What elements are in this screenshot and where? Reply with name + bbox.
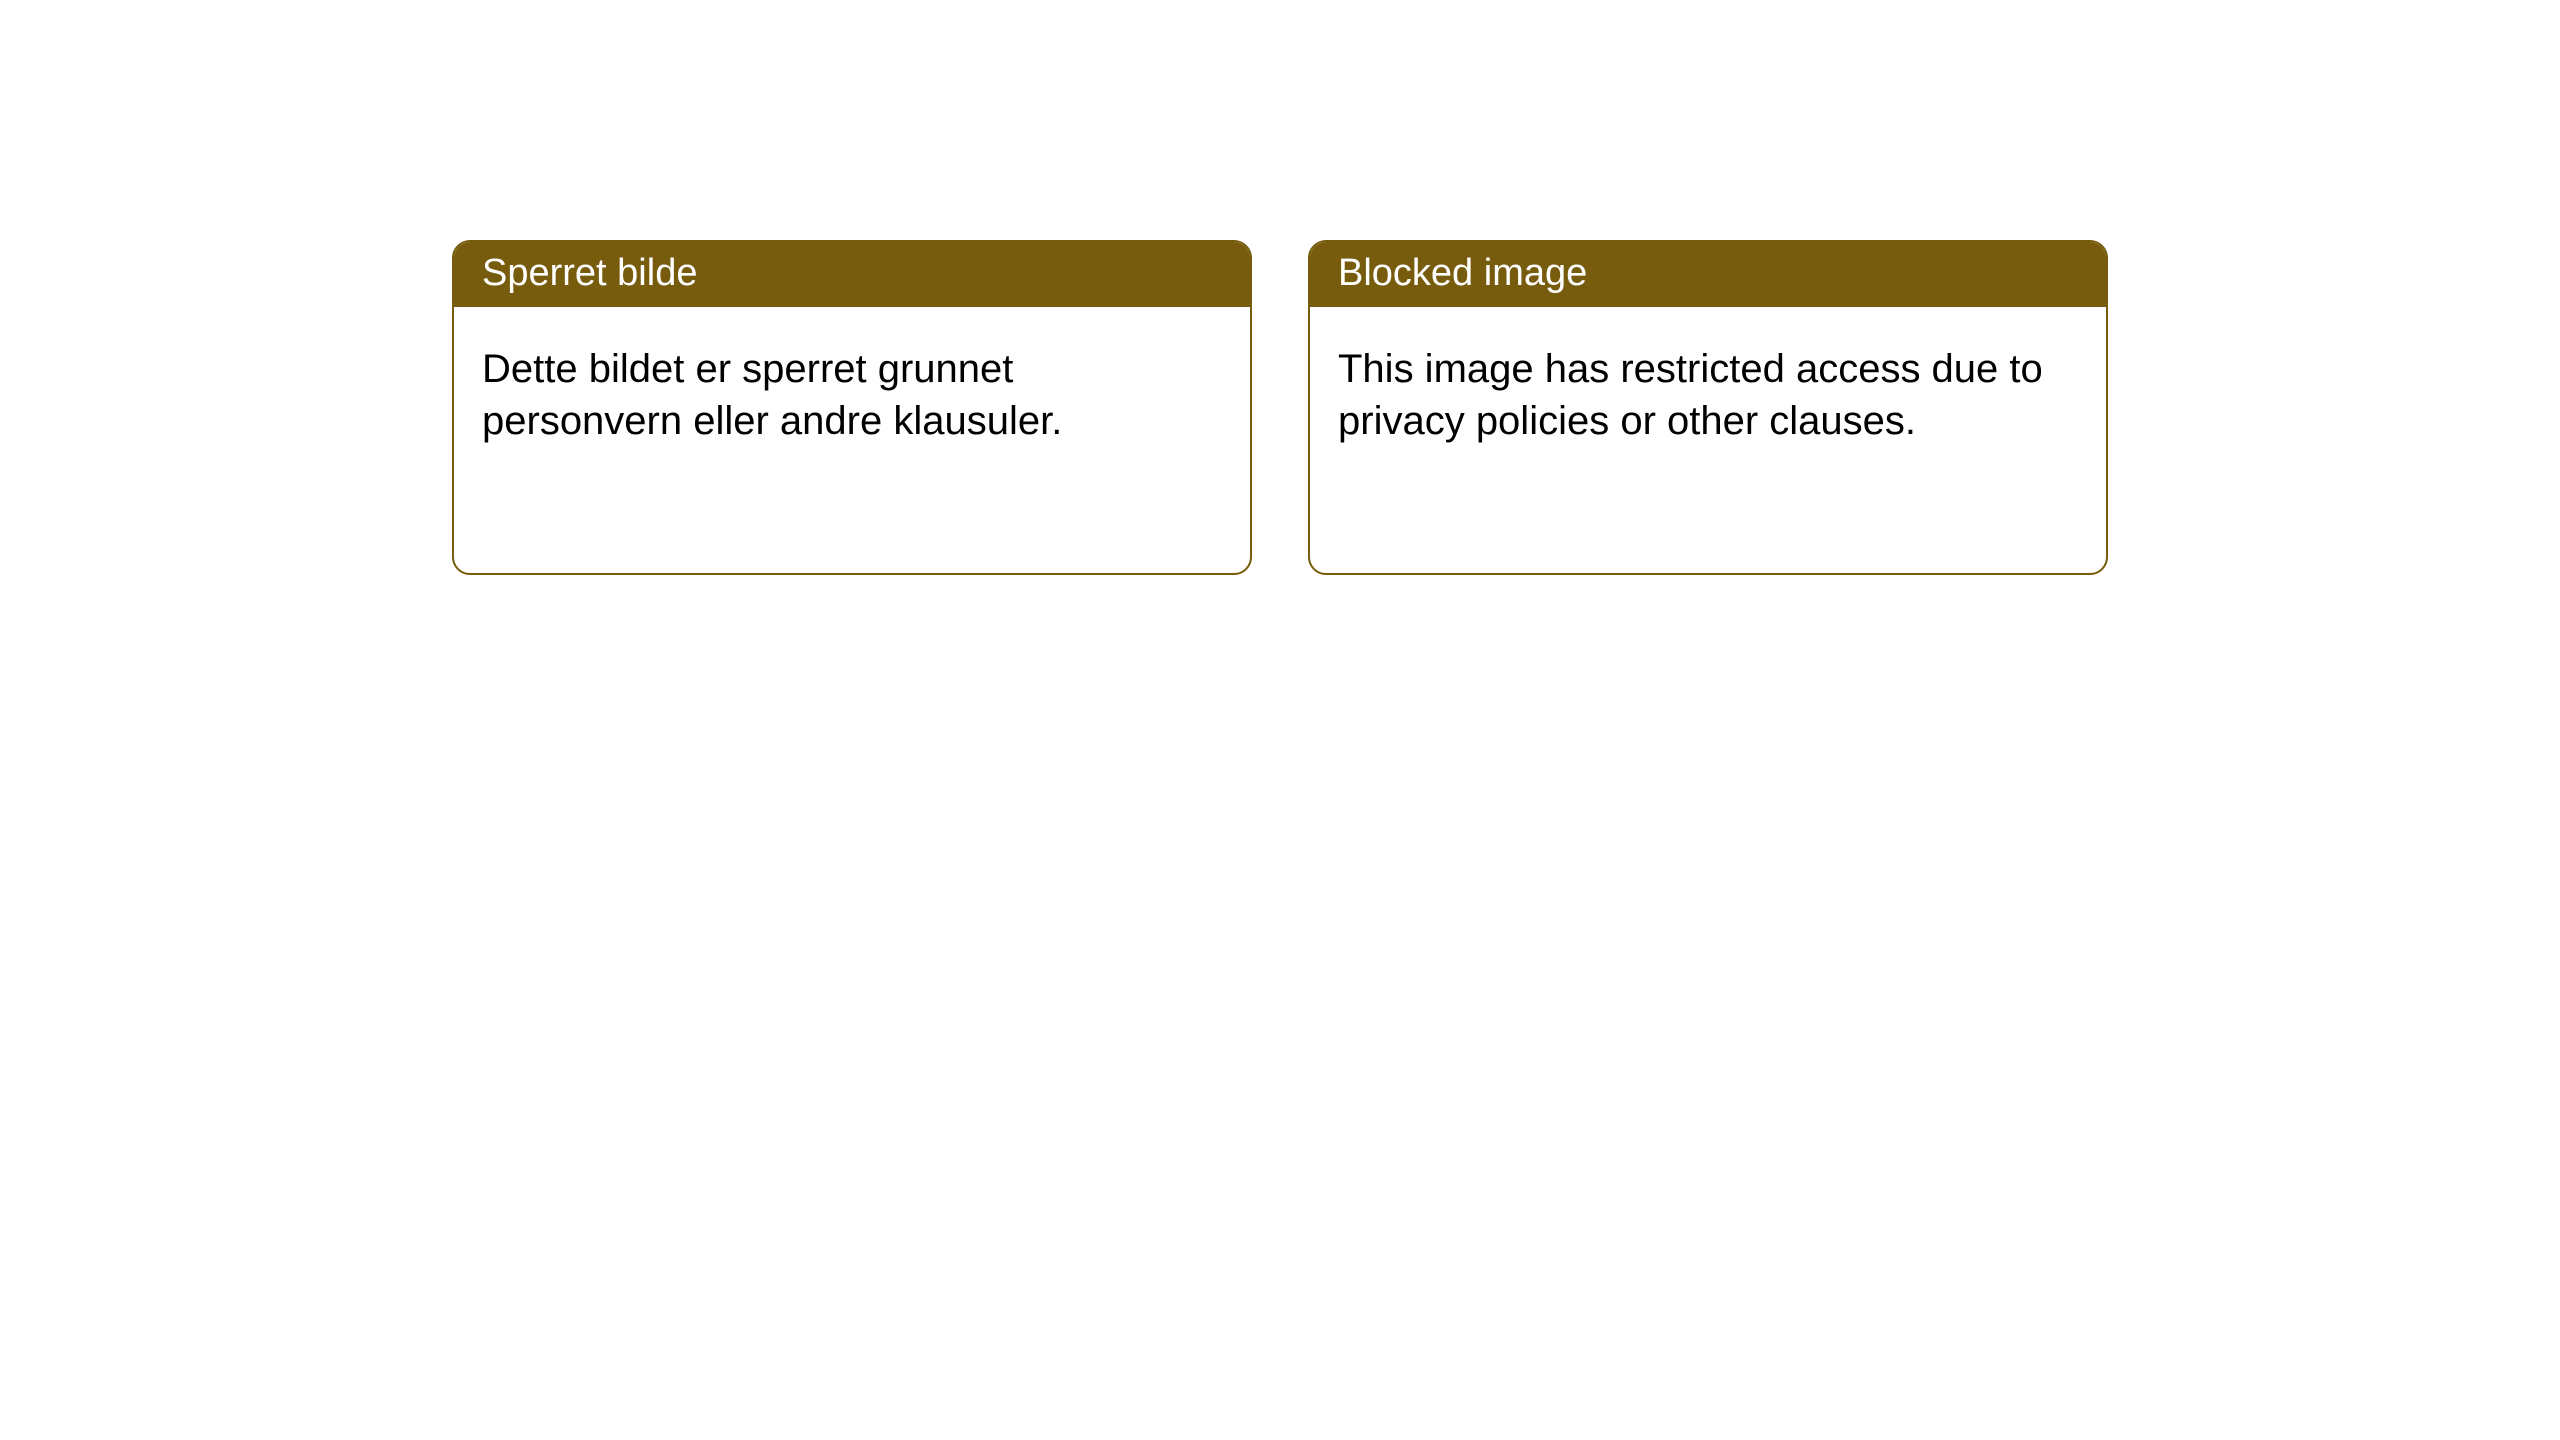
card-body: This image has restricted access due to … — [1310, 307, 2106, 483]
card-norwegian: Sperret bilde Dette bildet er sperret gr… — [452, 240, 1252, 575]
card-english: Blocked image This image has restricted … — [1308, 240, 2108, 575]
card-title-text: Blocked image — [1338, 252, 1587, 294]
card-body: Dette bildet er sperret grunnet personve… — [454, 307, 1250, 483]
card-title-text: Sperret bilde — [482, 252, 697, 294]
card-header: Blocked image — [1310, 242, 2106, 307]
cards-container: Sperret bilde Dette bildet er sperret gr… — [452, 240, 2108, 575]
card-header: Sperret bilde — [454, 242, 1250, 307]
card-body-text: This image has restricted access due to … — [1338, 347, 2043, 443]
card-body-text: Dette bildet er sperret grunnet personve… — [482, 347, 1062, 443]
